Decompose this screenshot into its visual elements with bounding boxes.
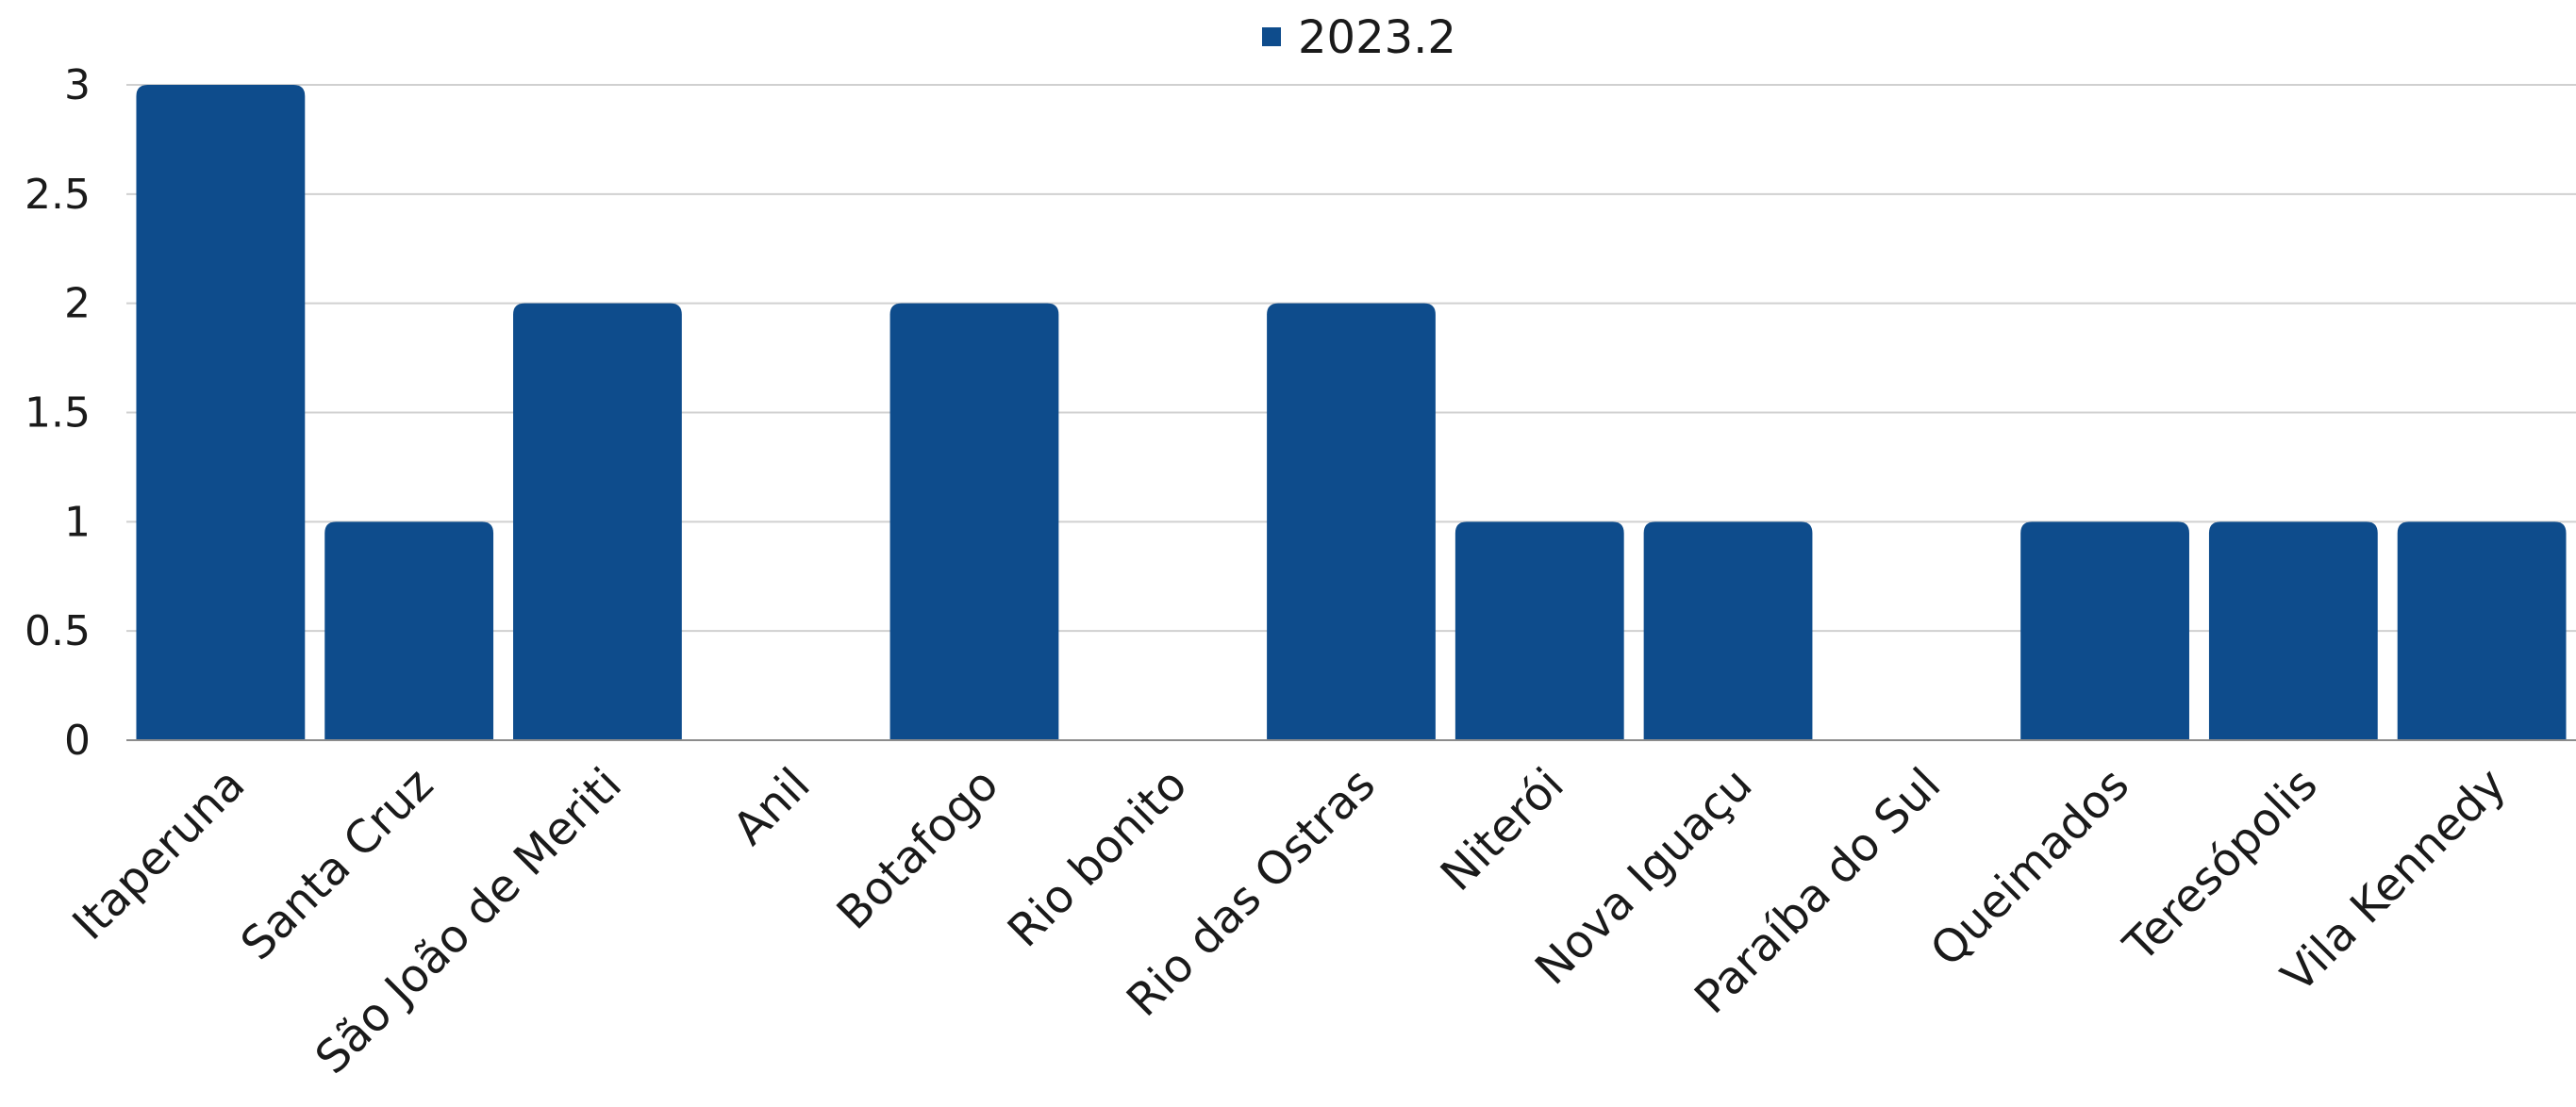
- y-tick-label: 1: [64, 498, 91, 546]
- x-tick-label: Queimados: [1920, 758, 2139, 977]
- x-tick-label: Niterói: [1431, 758, 1574, 901]
- x-tick-label: Botafogo: [827, 758, 1009, 940]
- y-tick-label: 3: [64, 61, 91, 109]
- bar-rio-das-ostras: [1267, 303, 1436, 740]
- bar-botafogo: [889, 303, 1059, 740]
- y-tick-label: 0.5: [25, 607, 91, 655]
- x-tick-label: Itaperuna: [62, 758, 255, 950]
- bar-santa-cruz: [324, 521, 494, 740]
- x-tick-label: Anil: [723, 758, 820, 855]
- bar-teres-polis: [2208, 521, 2378, 740]
- y-tick-label: 2.5: [25, 171, 91, 219]
- x-tick-label: Rio bonito: [998, 758, 1197, 957]
- bar-niter-i: [1454, 521, 1624, 740]
- bar-nova-igua-u: [1643, 521, 1813, 740]
- bar-vila-kennedy: [2397, 521, 2567, 740]
- bar-s-o-jo-o-de-meriti: [513, 303, 682, 740]
- bar-queimados: [2020, 521, 2189, 740]
- legend: 2023.2: [1262, 11, 1456, 64]
- y-tick-label: 2: [64, 280, 91, 328]
- y-tick-label: 1.5: [25, 389, 91, 438]
- x-tick-label: São João de Meriti: [306, 758, 632, 1084]
- legend-swatch: [1262, 27, 1281, 46]
- y-axis-ticks: 0 0.5 1 1.5 2 2.5 3: [25, 61, 91, 765]
- bar-itaperuna: [136, 85, 306, 740]
- legend-label: 2023.2: [1298, 11, 1456, 64]
- x-tick-label: Santa Cruz: [231, 758, 443, 970]
- bars: [136, 85, 2567, 740]
- y-tick-label: 0: [64, 717, 91, 765]
